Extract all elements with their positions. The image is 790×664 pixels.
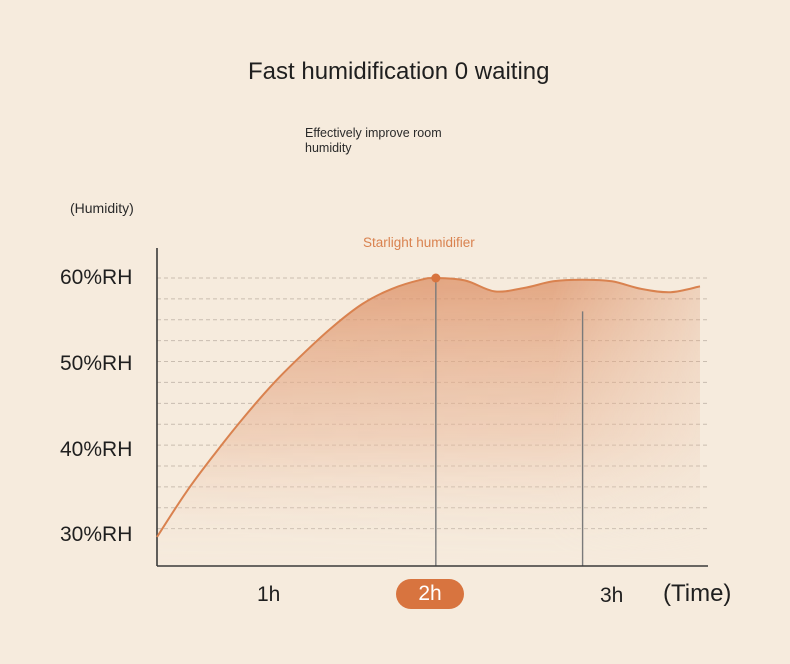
x-tick-label-1h: 1h: [257, 583, 281, 606]
humidity-area-fill: [157, 277, 700, 566]
y-tick-label-60: 60%RH: [60, 266, 133, 289]
x-axis-label: (Time): [663, 580, 732, 607]
starlight-humidifier-line: [156, 276, 701, 538]
chart-title: Fast humidification 0 waiting: [248, 58, 550, 85]
y-tick-label-50: 50%RH: [60, 352, 133, 375]
y-tick-label-30: 30%RH: [60, 523, 133, 546]
series-label-starlight-humidifier: Starlight humidifier: [363, 235, 475, 250]
y-axis-label: (Humidity): [70, 200, 134, 216]
chart-subtitle: Effectively improve room humidity: [305, 126, 442, 155]
marker-lines: [435, 278, 584, 566]
y-tick-label-40: 40%RH: [60, 438, 133, 461]
axes: [156, 248, 708, 567]
peak-point: [431, 273, 441, 283]
x-tick-label-2h: 2h: [396, 579, 464, 609]
highlight-points: [431, 273, 441, 283]
x-tick-label-3h: 3h: [600, 584, 624, 607]
